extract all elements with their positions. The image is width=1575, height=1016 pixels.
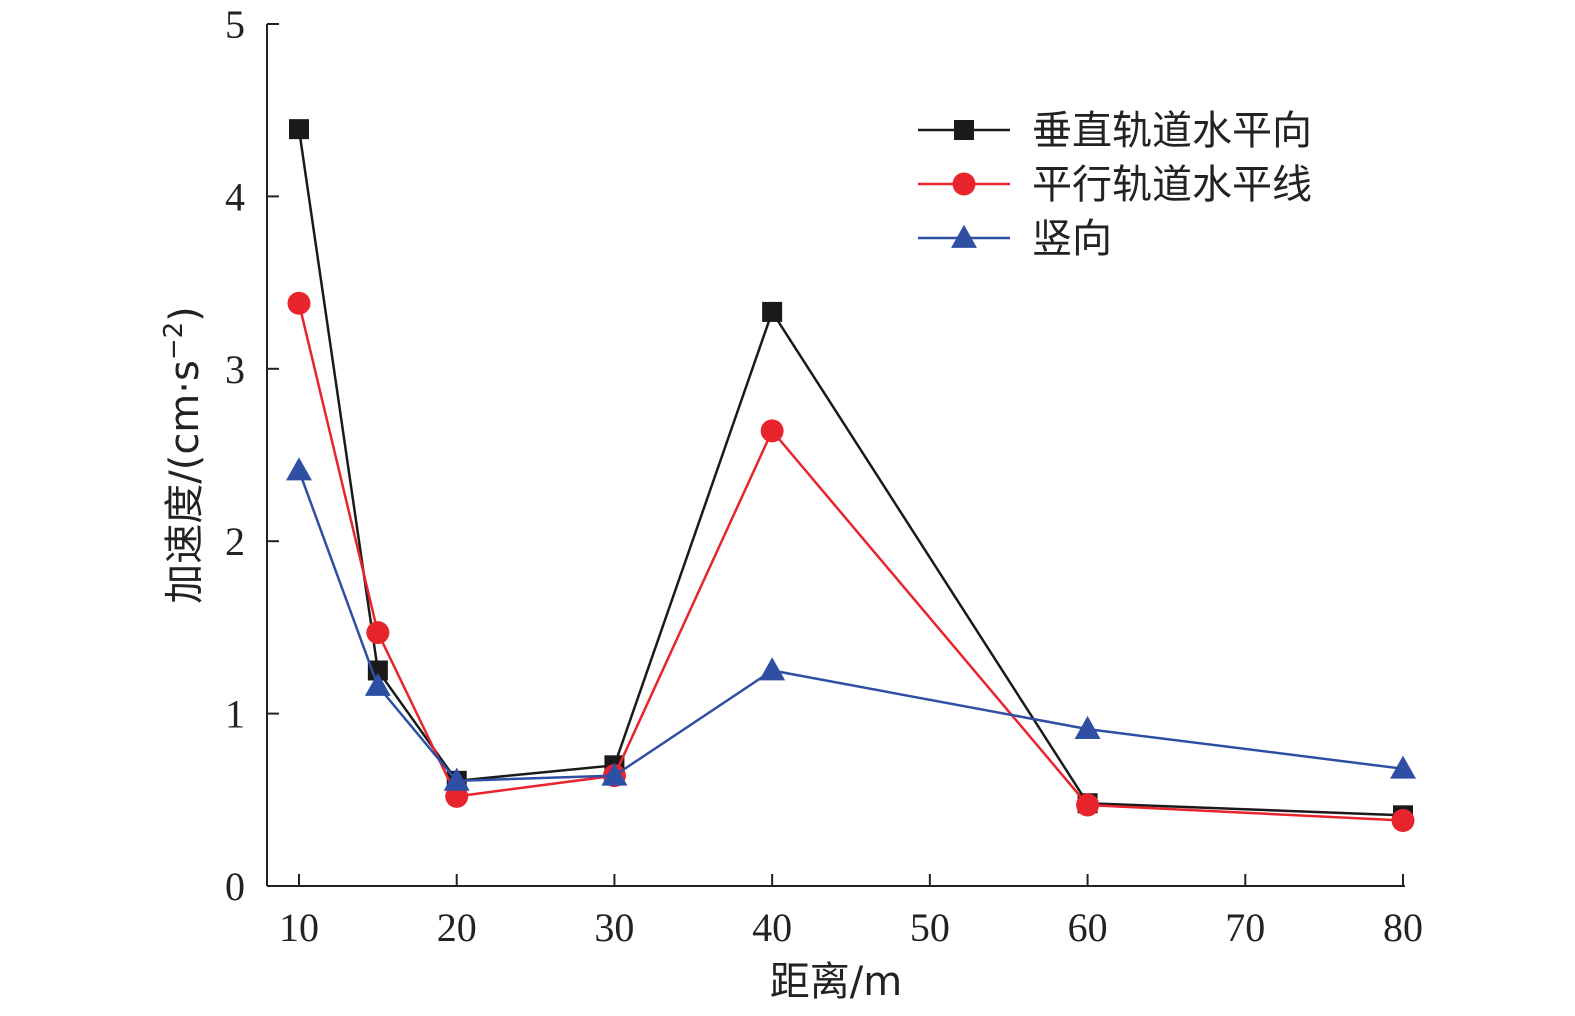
series-line-triangle [297,470,1404,783]
x-tick-label: 60 [1068,905,1108,950]
data-point-circle [287,291,311,315]
x-tick-label: 80 [1383,905,1423,950]
y-tick-label: 4 [225,174,245,219]
data-point-triangle [1390,755,1416,779]
x-tick-label: 40 [752,905,792,950]
y-tick-label: 2 [225,519,245,564]
y-axis-title-main: 加速度/(cm·s [162,360,208,604]
y-tick-label: 5 [225,2,245,47]
y-tick-label: 0 [225,864,245,909]
x-tick-label: 50 [910,905,950,950]
data-point-circle [1076,793,1100,817]
series-circle [287,291,1415,832]
legend-marker-square [954,120,974,140]
series-line-square [297,128,1404,817]
legend-marker-triangle [951,224,977,248]
series-layer [286,119,1416,832]
data-point-circle [760,419,784,443]
x-axis-title: 距离/m [770,959,902,1005]
x-ticks: 10 20 30 40 50 60 70 80 [279,874,1423,950]
data-point-triangle [601,762,628,786]
data-point-square [762,301,783,322]
data-point-square [289,119,309,140]
series-square [289,119,1413,826]
y-axis-title-superscript: −2 [159,322,189,360]
data-point-circle [366,621,390,645]
data-point-triangle [286,457,312,481]
data-point-triangle [759,657,786,681]
legend-item: 垂直轨道水平向 [918,108,1312,154]
x-tick-label: 10 [279,905,319,950]
legend-label: 垂直轨道水平向 [1032,108,1312,154]
series-triangle [286,457,1416,791]
data-point-circle [1391,808,1415,832]
legend-marker-circle [952,172,976,196]
legend-label: 平行轨道水平线 [1032,162,1312,208]
y-ticks: 0 1 2 3 4 5 [225,2,279,909]
legend-label: 竖向 [1032,216,1112,262]
y-tick-label: 1 [225,692,245,737]
data-point-triangle [1074,715,1101,740]
legend-item: 竖向 [918,216,1112,262]
y-axis-title: 加速度/(cm·s−2) [159,306,208,604]
y-tick-label: 3 [225,347,245,392]
legend-item: 平行轨道水平线 [918,162,1312,208]
x-tick-label: 30 [594,905,634,950]
series-line-circle [297,302,1404,822]
data-point-triangle [443,767,470,791]
x-tick-label: 70 [1225,905,1265,950]
data-point-triangle [364,672,391,696]
x-tick-label: 20 [437,905,477,950]
y-axis-title-close: ) [162,306,208,322]
